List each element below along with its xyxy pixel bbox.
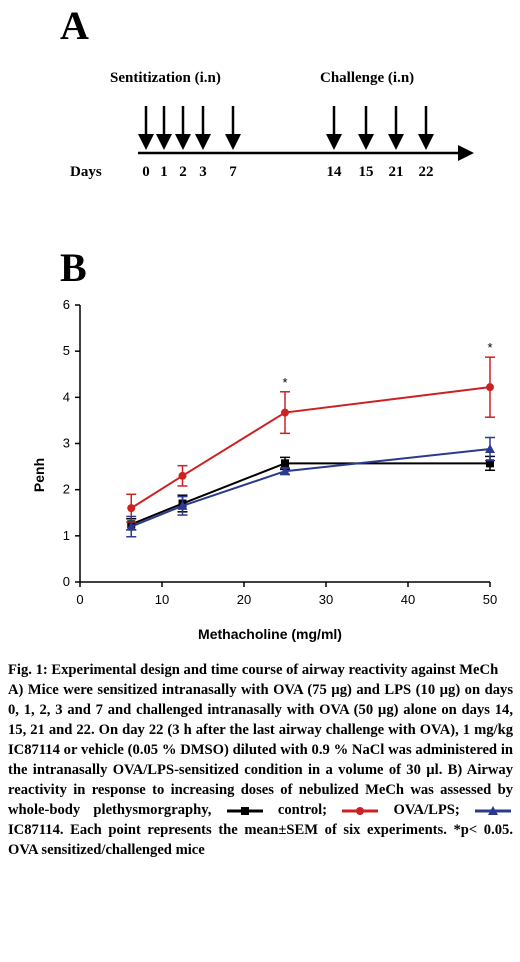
legend-control-marker-icon [226, 806, 263, 815]
timeline-arrowhead-icon [458, 145, 474, 161]
y-tick-label: 1 [63, 528, 70, 543]
y-tick-label: 2 [63, 482, 70, 497]
data-point [281, 408, 289, 417]
day-label-15: 15 [359, 164, 374, 180]
significance-marker: * [282, 375, 287, 390]
sensitization-label: Sentitization (i.n) [110, 70, 221, 86]
day-22-arrow-icon [418, 134, 434, 150]
day-label-1: 1 [160, 164, 168, 180]
day-0-arrow-icon [138, 134, 154, 150]
data-point [281, 459, 289, 468]
y-tick-label: 3 [63, 436, 70, 451]
x-tick-label: 0 [76, 592, 83, 607]
day-label-0: 0 [142, 164, 150, 180]
series-line [130, 386, 491, 509]
timeline-diagram: Sentitization (i.n) Challenge (i.n) Days… [70, 70, 474, 180]
x-tick-label: 40 [401, 592, 415, 607]
data-point [177, 500, 188, 510]
significance-marker: * [487, 340, 492, 355]
series-line [130, 462, 490, 526]
data-point [486, 383, 494, 392]
data-point [126, 521, 137, 531]
chart-series: ** [126, 340, 495, 538]
legend-ova-marker-icon [342, 806, 379, 815]
panel-b-letter: B [60, 245, 87, 290]
data-point [280, 466, 290, 476]
challenge-label: Challenge (i.n) [320, 70, 414, 86]
x-tick-label: 10 [155, 592, 169, 607]
day-label-22: 22 [419, 164, 434, 180]
figure-caption: Fig. 1: Experimental design and time cou… [8, 660, 513, 860]
day-7-arrow-icon [225, 134, 241, 150]
day-3-arrow-icon [195, 134, 211, 150]
legend-ova-label: OVA/LPS; [393, 802, 460, 818]
data-point [486, 459, 494, 468]
x-tick-label: 30 [319, 592, 333, 607]
legend-control-label: control; [277, 802, 328, 818]
day-21-arrow-icon [388, 134, 404, 150]
day-1-arrow-icon [156, 134, 172, 150]
day-14-arrow-icon [326, 134, 342, 150]
x-axis-title: Methacholine (mg/ml) [198, 626, 342, 642]
y-axis-title: Penh [31, 458, 47, 492]
day-15-arrow-icon [358, 134, 374, 150]
day-labels: 0 1 2 3 7 14 15 21 22 [142, 164, 433, 180]
caption-body-a: A) Mice were sensitized intranasally wit… [8, 682, 513, 818]
data-point [485, 444, 495, 454]
day-label-14: 14 [327, 164, 343, 180]
x-tick-label: 20 [237, 592, 251, 607]
caption-body: A) Mice were sensitized intranasally wit… [8, 680, 513, 860]
arrow-group [138, 106, 434, 150]
y-tick-label: 5 [63, 343, 70, 358]
series-line [130, 448, 491, 528]
legend-ic87114-marker-icon [474, 805, 511, 815]
panel-a-letter: A [60, 3, 89, 48]
data-point [127, 504, 136, 513]
day-label-3: 3 [199, 164, 207, 180]
day-label-21: 21 [389, 164, 404, 180]
days-label: Days [70, 164, 102, 180]
y-tick-label: 6 [63, 297, 70, 312]
series-ic87114 [126, 436, 495, 538]
series-ova-lps [126, 356, 495, 523]
x-tick-label: 50 [483, 592, 497, 607]
caption-title: Fig. 1: Experimental design and time cou… [8, 662, 499, 678]
day-label-7: 7 [229, 164, 237, 180]
day-2-arrow-icon [175, 134, 191, 150]
y-tick-label: 4 [63, 389, 70, 404]
data-point [178, 471, 187, 480]
chart-axes: 0 1 2 3 4 5 6 0 10 20 30 40 50 [63, 297, 497, 607]
y-tick-label: 0 [63, 574, 70, 589]
day-label-2: 2 [179, 164, 187, 180]
caption-body-b: IC87114. Each point represents the mean±… [8, 822, 513, 858]
